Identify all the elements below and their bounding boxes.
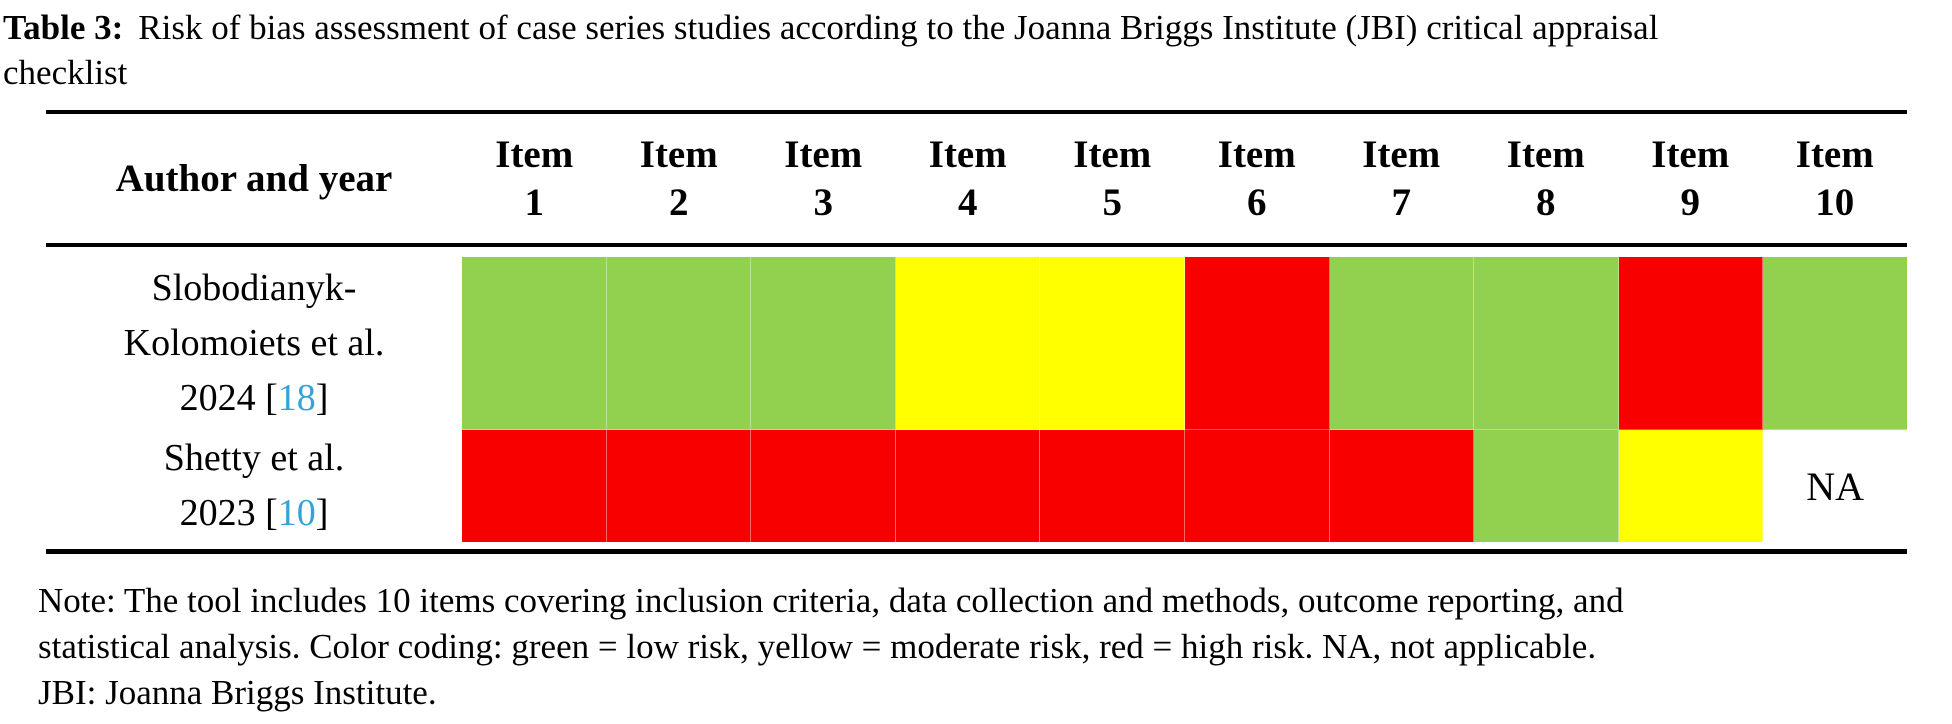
rating-cell-red-item-1 bbox=[462, 430, 607, 542]
rating-cell-red-item-9 bbox=[1618, 257, 1764, 430]
rating-cell-red-item-5 bbox=[1040, 430, 1185, 542]
rating-cell-red-item-6 bbox=[1184, 257, 1330, 430]
rating-cell-red-item-3 bbox=[751, 430, 896, 542]
item-header-word: Item bbox=[639, 132, 718, 176]
item-header-4: Item 4 bbox=[896, 114, 1041, 243]
item-header-number: 1 bbox=[524, 180, 545, 224]
rating-cell-yellow-item-4 bbox=[895, 257, 1041, 430]
item-header-number: 2 bbox=[669, 180, 689, 224]
rating-cell-green-item-8 bbox=[1474, 257, 1619, 430]
item-header-number: 3 bbox=[813, 180, 834, 224]
item-header-word: Item bbox=[495, 132, 574, 176]
rating-cell-red-item-4 bbox=[895, 430, 1041, 542]
note-line3: JBI: Joanna Briggs Institute. bbox=[38, 673, 437, 712]
rating-cell-green-item-1 bbox=[462, 257, 607, 430]
item-header-7: Item 7 bbox=[1329, 114, 1474, 243]
item-header-6: Item 6 bbox=[1185, 114, 1330, 243]
item-header-word: Item bbox=[1651, 132, 1730, 176]
table-caption-line1: Table 3: Risk of bias assessment of case … bbox=[3, 5, 1658, 50]
item-header-9: Item 9 bbox=[1618, 114, 1763, 243]
item-header-word: Item bbox=[1073, 132, 1152, 176]
rating-cell-green-item-2 bbox=[606, 257, 752, 430]
risk-of-bias-table: Author and year Item 1 Item 2 Item 3 Item 4 Item… bbox=[46, 110, 1907, 557]
item-header-word: Item bbox=[1362, 132, 1441, 176]
author-line: 2024 [18] bbox=[179, 377, 329, 419]
rating-cell-green-item-7 bbox=[1329, 257, 1475, 430]
item-header-5: Item 5 bbox=[1040, 114, 1185, 243]
item-header-10: Item 10 bbox=[1763, 114, 1908, 243]
author-and-year-header: Author and year bbox=[115, 157, 393, 200]
item-header-word: Item bbox=[1506, 132, 1585, 176]
table-header-row: Author and year Item 1 Item 2 Item 3 Item 4 Item… bbox=[46, 114, 1907, 243]
author-line: Slobodianyk- bbox=[151, 267, 357, 309]
item-header-number: 7 bbox=[1391, 180, 1412, 224]
table-row: Slobodianyk- Kolomoiets et al. 2024 [18] bbox=[46, 257, 1907, 430]
rating-cell-yellow-item-9 bbox=[1618, 430, 1764, 542]
item-header-number: 6 bbox=[1247, 180, 1267, 224]
rating-cell-green-item-3 bbox=[751, 257, 896, 430]
table-caption-text: Risk of bias assessment of case series s… bbox=[138, 8, 1659, 47]
rating-cell-red-item-7 bbox=[1329, 430, 1475, 542]
rating-cell-red-item-6 bbox=[1184, 430, 1330, 542]
table-rule-header bbox=[46, 243, 1907, 247]
table-rule-top bbox=[46, 110, 1907, 114]
citation-ref[interactable]: 10 bbox=[277, 492, 316, 534]
item-header-number: 4 bbox=[958, 180, 978, 224]
item-header-number: 9 bbox=[1680, 180, 1701, 224]
table-row: Shetty et al. 2023 [10] NA bbox=[46, 430, 1907, 542]
author-cell: Slobodianyk- Kolomoiets et al. 2024 [18] bbox=[46, 257, 462, 430]
table-caption: Table 3: Risk of bias assessment of case … bbox=[3, 5, 1658, 95]
rating-cell-green-item-10 bbox=[1763, 257, 1907, 430]
rating-cell-green-item-8 bbox=[1474, 430, 1619, 542]
note-line2: statistical analysis. Color coding: gree… bbox=[38, 627, 1597, 666]
item-header-word: Item bbox=[1217, 132, 1296, 176]
item-header-word: Item bbox=[928, 132, 1007, 176]
table-caption-label: Table 3: bbox=[3, 8, 124, 47]
author-cell: Shetty et al. 2023 [10] bbox=[46, 430, 462, 542]
item-header-word: Item bbox=[784, 132, 863, 176]
table-rule-bottom bbox=[46, 549, 1907, 554]
na-cell-item-10: NA bbox=[1763, 430, 1907, 542]
author-line: Shetty et al. bbox=[163, 437, 345, 479]
item-header-3: Item 3 bbox=[751, 114, 896, 243]
item-header-number: 5 bbox=[1102, 180, 1123, 224]
rating-cell-red-item-2 bbox=[606, 430, 752, 542]
item-header-number: 8 bbox=[1536, 180, 1556, 224]
table-caption-line2: checklist bbox=[3, 53, 128, 92]
rating-cell-yellow-item-5 bbox=[1040, 257, 1185, 430]
item-header-2: Item 2 bbox=[607, 114, 752, 243]
author-line: Kolomoiets et al. bbox=[123, 322, 385, 364]
item-header-8: Item 8 bbox=[1474, 114, 1619, 243]
note-line1: Note: The tool includes 10 items coverin… bbox=[38, 581, 1624, 620]
item-header-number: 10 bbox=[1815, 180, 1855, 224]
author-line: 2023 [10] bbox=[179, 492, 329, 534]
citation-ref[interactable]: 18 bbox=[277, 377, 316, 419]
table-note: Note: The tool includes 10 items coverin… bbox=[38, 578, 1624, 716]
item-header-1: Item 1 bbox=[462, 114, 607, 243]
item-header-word: Item bbox=[1795, 132, 1874, 176]
